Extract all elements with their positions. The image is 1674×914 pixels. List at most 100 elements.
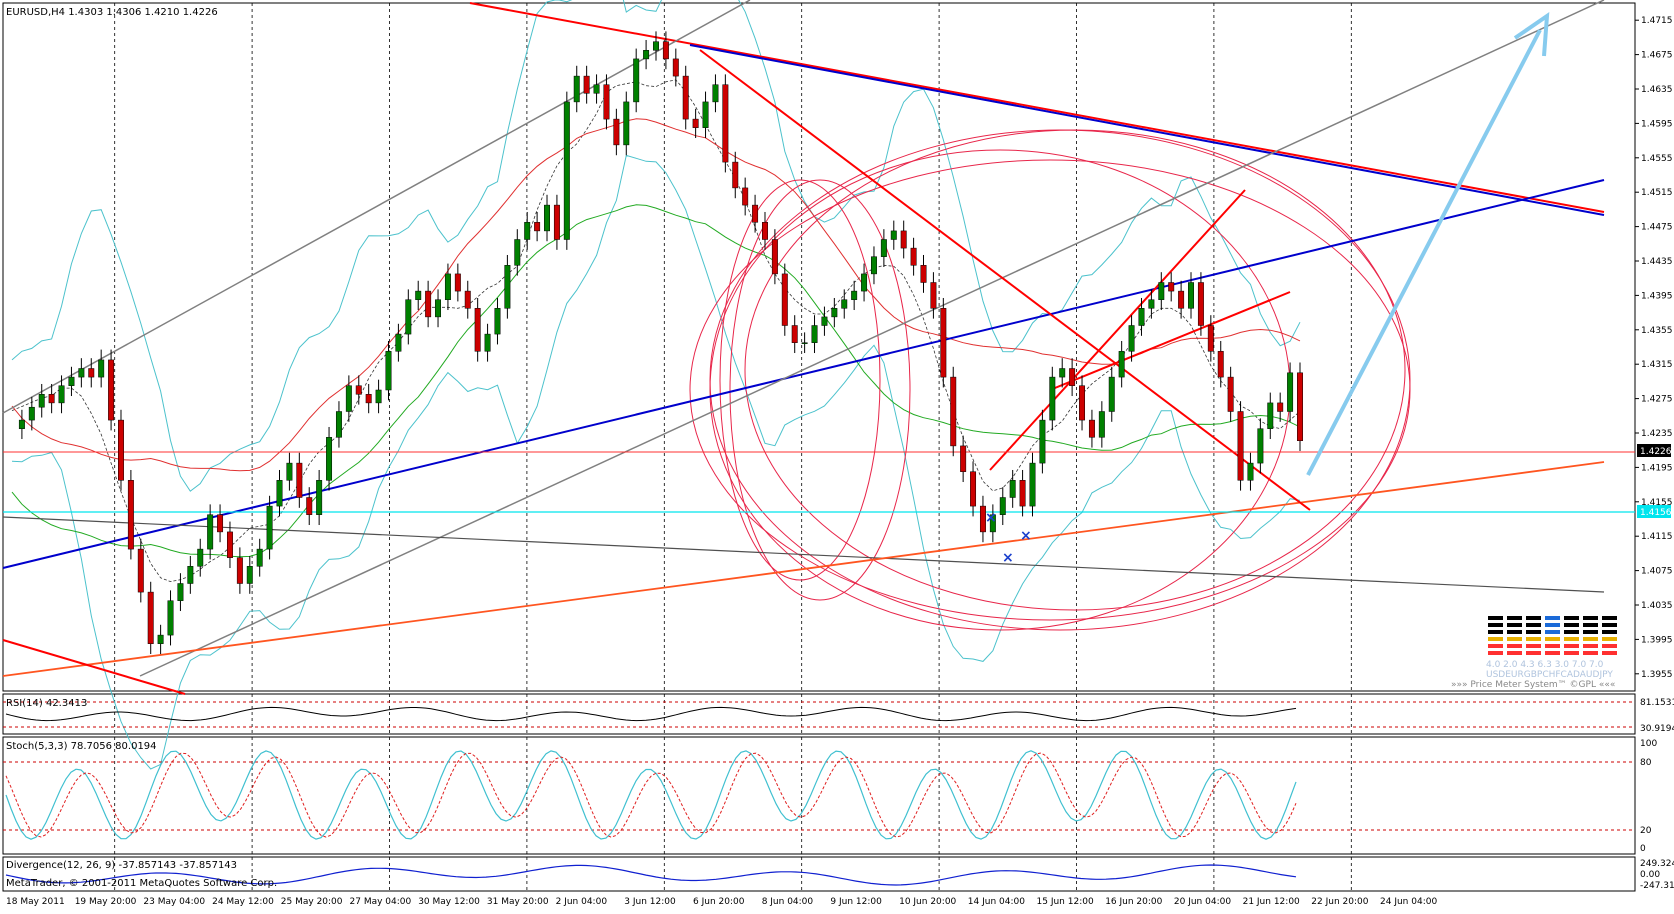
meter-bar xyxy=(1564,644,1579,648)
bear-candle xyxy=(732,161,739,189)
bull-candle xyxy=(544,204,550,232)
bull-candle xyxy=(653,41,659,51)
circle-drawing xyxy=(689,159,1411,621)
circle-drawing xyxy=(729,179,911,601)
bull-candle xyxy=(514,239,521,266)
bull-candle xyxy=(504,265,511,309)
bull-candle xyxy=(316,480,323,515)
bear-candle xyxy=(1088,419,1095,438)
cyan-level-badge xyxy=(1637,505,1671,518)
meter-bar xyxy=(1488,644,1503,648)
price-tick-label: 1.4475 xyxy=(1641,223,1673,233)
bull-candle xyxy=(177,583,184,601)
time-tick-label: 30 May 12:00 xyxy=(418,897,480,907)
bear-candle xyxy=(682,75,689,120)
meter-bar xyxy=(1526,630,1541,634)
bear-candle xyxy=(1227,376,1234,412)
meter-bar xyxy=(1488,630,1503,634)
price-tick-label: 1.4275 xyxy=(1641,395,1673,405)
bull-candle xyxy=(831,308,838,318)
bull-candle xyxy=(68,376,75,386)
bear-candle xyxy=(1069,368,1076,386)
envelope-upper xyxy=(11,118,1301,472)
bear-candle xyxy=(1297,372,1303,441)
fractal-marker: × xyxy=(1020,528,1032,544)
price-tick-label: 1.4235 xyxy=(1641,429,1673,439)
bear-candle xyxy=(534,222,541,232)
bull-candle xyxy=(286,462,293,481)
bull-candle xyxy=(841,299,848,309)
circle-drawing xyxy=(719,179,881,581)
price-tick-label: 1.4435 xyxy=(1641,257,1673,267)
trend-line xyxy=(689,44,1605,216)
bear-candle xyxy=(950,376,957,447)
trend-line xyxy=(699,49,1311,511)
bear-candle xyxy=(613,118,620,146)
meter-bar xyxy=(1583,623,1598,627)
bull-candle xyxy=(702,101,709,128)
time-tick-label: 24 Jun 04:00 xyxy=(1380,897,1437,907)
meter-bar xyxy=(1583,616,1598,620)
bear-candle xyxy=(226,531,233,558)
bull-candle xyxy=(256,548,263,567)
time-tick-label: 3 Jun 12:00 xyxy=(624,897,676,907)
bull-candle xyxy=(18,419,25,429)
meter-bar xyxy=(1602,644,1617,648)
bear-candle xyxy=(1168,282,1175,292)
bull-candle xyxy=(890,230,897,240)
bull-candle xyxy=(1158,282,1165,300)
time-tick-label: 22 Jun 20:00 xyxy=(1311,897,1368,907)
bollinger-bands xyxy=(11,0,1301,770)
rsi-axis-high: 81.1531 xyxy=(1640,698,1674,708)
time-tick-label: 20 Jun 04:00 xyxy=(1174,897,1231,907)
bear-candle xyxy=(236,557,243,584)
bull-candle xyxy=(593,84,600,94)
bull-candle xyxy=(1059,368,1066,378)
bull-candle xyxy=(861,273,868,292)
bull-candle xyxy=(1049,376,1056,421)
meter-bar xyxy=(1602,637,1617,641)
stoch-signal-line xyxy=(5,752,1297,838)
bull-candle xyxy=(989,514,996,533)
rsi-title: RSI(14) 42.3413 xyxy=(6,698,87,709)
meter-bar xyxy=(1488,637,1503,641)
meter-bar xyxy=(1507,637,1522,641)
bull-candle xyxy=(999,497,1006,515)
bear-candle xyxy=(662,41,669,60)
bull-candle xyxy=(28,406,35,421)
bull-candle xyxy=(405,299,412,335)
price-tick-label: 1.4075 xyxy=(1641,567,1673,577)
bull-candle xyxy=(98,359,105,378)
bull-candle xyxy=(563,101,570,240)
bull-candle xyxy=(1118,351,1125,378)
meter-bar xyxy=(1526,644,1541,648)
time-tick-label: 9 Jun 12:00 xyxy=(830,897,882,907)
meter-caption: »»» Price Meter System™ ©GPL ««« xyxy=(1451,680,1615,690)
meter-bar xyxy=(1507,630,1522,634)
time-tick-label: 31 May 20:00 xyxy=(487,897,549,907)
bull-candle xyxy=(1247,462,1254,481)
bear-candle xyxy=(1079,385,1086,421)
bull-candle xyxy=(880,239,887,257)
price-tick-label: 1.4195 xyxy=(1641,463,1673,473)
rsi-axis-low: 30.9194 xyxy=(1640,724,1674,734)
symbol-info: EURUSD,H4 1.4303 1.4306 1.4210 1.4226 xyxy=(6,7,218,18)
bull-candle xyxy=(197,548,204,567)
time-tick-label: 24 May 12:00 xyxy=(212,897,274,907)
meter-bar xyxy=(1545,630,1560,634)
bull-candle xyxy=(1257,428,1264,464)
time-tick-label: 6 Jun 20:00 xyxy=(693,897,745,907)
meter-bar xyxy=(1564,637,1579,641)
bull-candle xyxy=(157,634,164,644)
bear-candle xyxy=(920,265,927,283)
bear-candle xyxy=(910,247,917,266)
middle-band xyxy=(11,79,1301,583)
bull-candle xyxy=(266,505,273,550)
main-panel-frame xyxy=(2,2,1636,692)
bear-candle xyxy=(583,75,590,94)
fractal-marker: × xyxy=(1002,550,1014,566)
time-tick-label: 18 May 2011 xyxy=(6,897,65,907)
bull-candle xyxy=(375,389,382,404)
